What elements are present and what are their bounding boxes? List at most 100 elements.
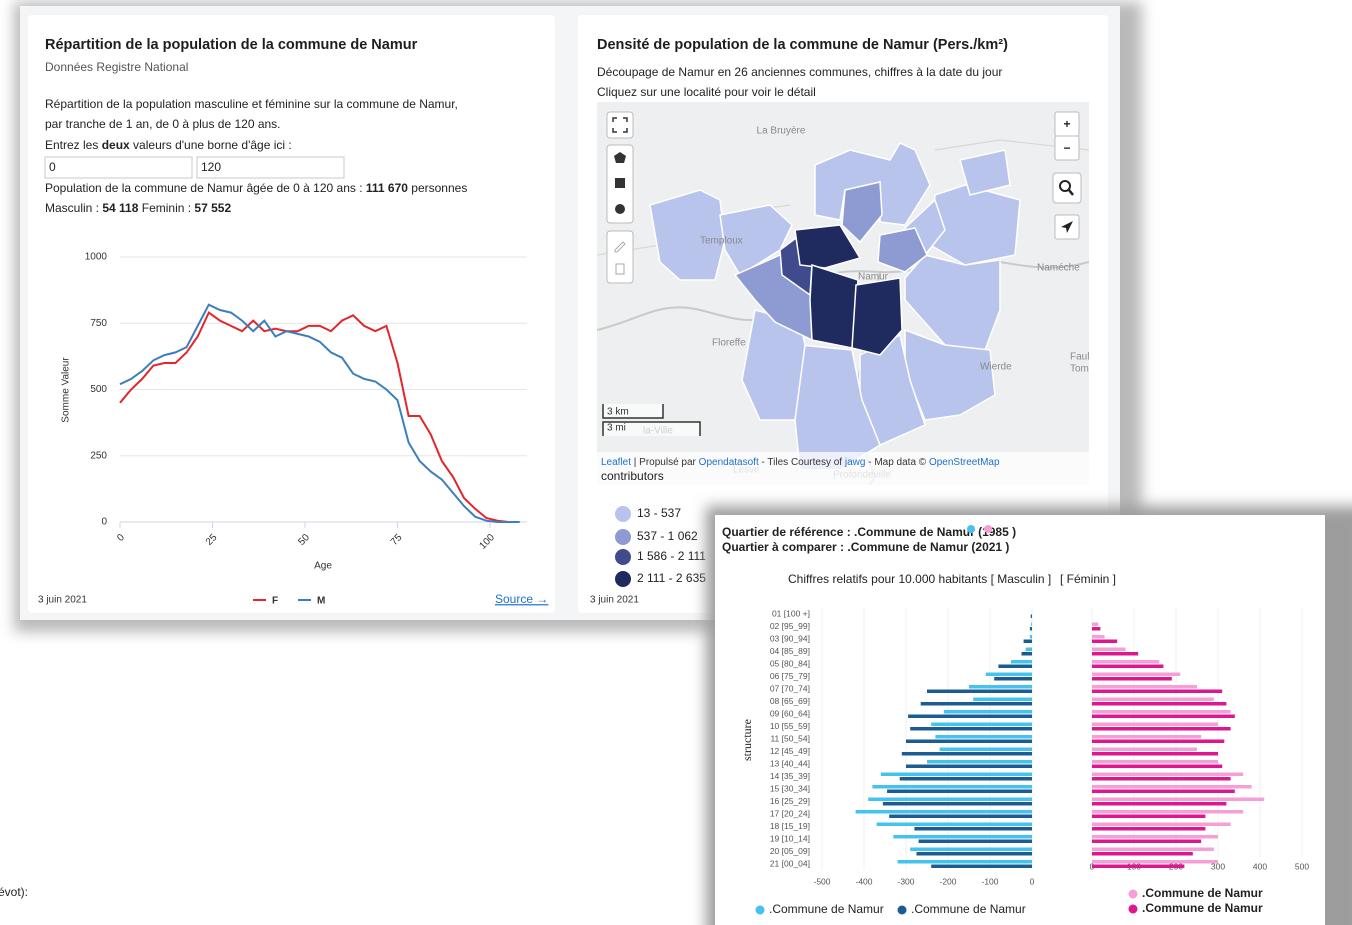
pyramid-bar [1092,752,1218,756]
legend-swatch[interactable] [1129,905,1138,914]
age-input-value[interactable]: 0 [49,160,56,174]
source-link[interactable]: Source → [495,592,548,606]
split-part: 57 552 [194,201,231,215]
body: { "left_card": { "title": "Répartition d… [0,0,1352,925]
pyramid-bar [906,765,1032,769]
commune-area[interactable] [810,265,858,348]
pyramid-bar [1092,673,1180,677]
legend-label[interactable]: 1 586 - 2 111 [637,549,706,563]
pyramid-bar [1092,677,1172,681]
category-label: 10 [55_59] [770,721,810,731]
legend-label[interactable]: .Commune de Namur [1142,886,1263,900]
category-label: 14 [35_39] [770,771,810,781]
legend-label[interactable]: .Commune de Namur [769,902,884,916]
pyramid-bar [1031,623,1032,627]
category-label: 06 [75_79] [770,671,810,681]
legend-label[interactable]: F [272,596,278,607]
pyramid-bar [881,773,1032,777]
pyramid-bar [1092,848,1214,852]
pyramid-title: [ Féminin ] [1060,572,1116,586]
legend-label[interactable]: 537 - 1 062 [637,529,698,543]
x-tick-label: -500 [813,876,830,886]
legend-label[interactable]: .Commune de Namur [911,902,1026,916]
search-button[interactable] [1053,173,1081,203]
edit-toolbar [607,231,633,283]
pyramid-bar [1092,640,1117,644]
draw-circle-button[interactable] [615,204,625,214]
legend-swatch[interactable] [615,549,631,565]
legend-swatch[interactable] [615,571,631,587]
card-title: Répartition de la population de la commu… [45,37,418,53]
description-line: Répartition de la population masculine e… [45,97,458,111]
split-part: Feminin : [138,201,194,215]
pyramid-bar [883,802,1032,806]
category-label: 04 [85_89] [770,646,810,656]
pyramid-bar [1092,790,1235,794]
legend-label[interactable]: 2 111 - 2 635 [637,571,706,585]
attribution-part[interactable]: Opendatasoft [699,457,759,468]
age-input-value[interactable]: 120 [201,160,221,174]
category-label: 03 [90_94] [770,633,810,643]
pyramid-bar [908,715,1032,719]
x-axis-title: Age [314,561,332,572]
legend-swatch[interactable] [615,529,631,545]
card-date: 3 juin 2021 [38,595,87,606]
legend-label[interactable]: 13 - 537 [637,506,681,520]
pyramid-bar [1092,685,1197,689]
y-tick-label: 1000 [85,252,108,263]
pyramid-bar [1092,710,1231,714]
summary-part: personnes [408,181,467,195]
legend-label[interactable]: M [317,596,325,607]
pyramid-bar [1092,840,1201,844]
legend-swatch[interactable] [898,906,907,915]
attribution-part[interactable]: OpenStreetMap [929,457,1000,468]
y-axis-title: Somme Valeur [61,357,72,423]
pyramid-bar [1092,690,1222,694]
split-part: Masculin : [45,201,102,215]
map-place-label: Floreffe [712,338,746,349]
pyramid-bar [986,673,1032,677]
x-tick-label: -100 [981,876,998,886]
category-label: 21 [00_04] [770,858,810,868]
pyramid-bar [872,785,1032,789]
pyramid-bar [1092,773,1243,777]
draw-rectangle-button[interactable] [615,178,625,188]
map-place-label: Naméche [1037,263,1080,274]
attribution-part[interactable]: jawg [844,457,866,468]
zoom-button-label[interactable]: − [1063,141,1070,155]
pyramid-bar [921,702,1032,706]
attribution-part: contributors [601,469,664,483]
pyramid-bar [1092,665,1163,669]
legend-swatch[interactable] [756,906,765,915]
x-tick-label: 500 [1295,861,1309,871]
fullscreen-button[interactable] [607,112,633,138]
pyramid-bar [1092,735,1201,739]
description-line: par tranche de 1 an, de 0 à plus de 120 … [45,117,281,131]
screenshot: Répartition de la population de la commu… [0,0,1352,925]
reference-dot [984,525,992,533]
pyramid-bar [944,710,1032,714]
summary-part: 111 670 [366,181,408,195]
age-input[interactable] [45,157,192,178]
zoom-button-label[interactable]: + [1063,117,1070,131]
category-label: 20 [05_09] [770,846,810,856]
legend-label[interactable]: .Commune de Namur [1142,901,1263,915]
x-tick-label: -300 [897,876,914,886]
prompt-line: Entrez les deux valeurs d'une borne d'âg… [45,138,292,152]
legend-swatch[interactable] [1129,890,1138,899]
attribution-part[interactable]: Leaflet [601,457,631,468]
pyramid-bar [914,827,1032,831]
description-line: Cliquez sur une localité pour voir le dé… [597,85,816,99]
legend-swatch[interactable] [615,506,631,522]
category-label: 01 [100 +] [772,608,810,618]
pyramid-bar [889,815,1032,819]
description-line: Découpage de Namur en 26 anciennes commu… [597,65,1002,79]
pyramid-bar [1092,648,1126,652]
map-place-label: La Bruyère [757,126,806,137]
pyramid-bar [1092,815,1205,819]
pyramid-bar [1024,640,1032,644]
pyramid-bar [906,740,1032,744]
pyramid-bar [877,823,1032,827]
pyramid-bar [1092,760,1218,764]
pyramid-panel: Quartier de référence : .Commune de Namu… [706,506,1352,925]
